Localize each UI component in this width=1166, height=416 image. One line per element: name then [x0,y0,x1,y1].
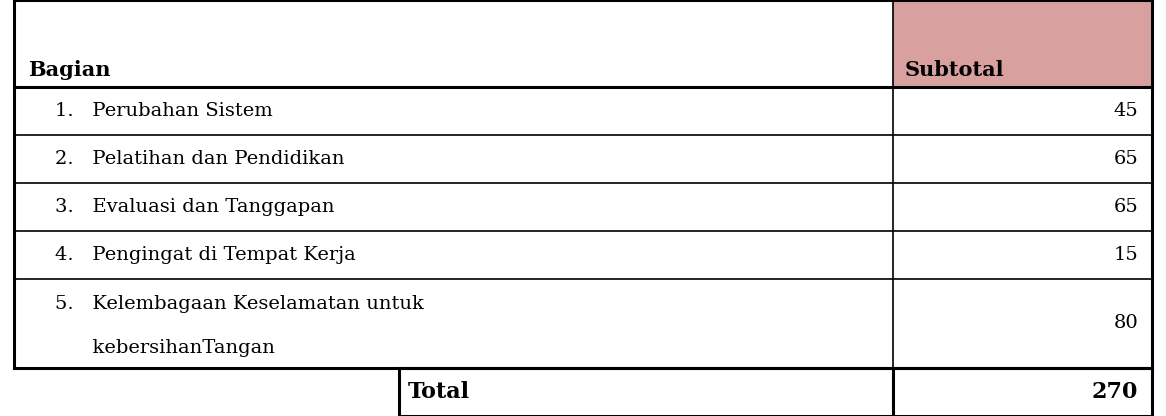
Text: Bagian: Bagian [28,60,111,80]
Text: 65: 65 [1114,150,1138,168]
Text: 15: 15 [1114,246,1138,264]
Text: 1.   Perubahan Sistem: 1. Perubahan Sistem [55,102,273,120]
Text: 45: 45 [1114,102,1138,120]
Text: kebersihanTangan: kebersihanTangan [55,339,275,357]
Text: 65: 65 [1114,198,1138,216]
Text: 4.   Pengingat di Tempat Kerja: 4. Pengingat di Tempat Kerja [55,246,356,264]
Bar [399,368,1152,416]
Text: 3.   Evaluasi dan Tanggapan: 3. Evaluasi dan Tanggapan [55,198,335,216]
Text: Total: Total [408,381,470,403]
Bar [892,0,1152,87]
Text: Subtotal: Subtotal [904,60,1004,80]
Text: 2.   Pelatihan dan Pendidikan: 2. Pelatihan dan Pendidikan [55,150,344,168]
Text: 5.   Kelembagaan Keselamatan untuk: 5. Kelembagaan Keselamatan untuk [55,295,423,313]
Text: 270: 270 [1091,381,1138,403]
Text: 80: 80 [1114,314,1138,332]
